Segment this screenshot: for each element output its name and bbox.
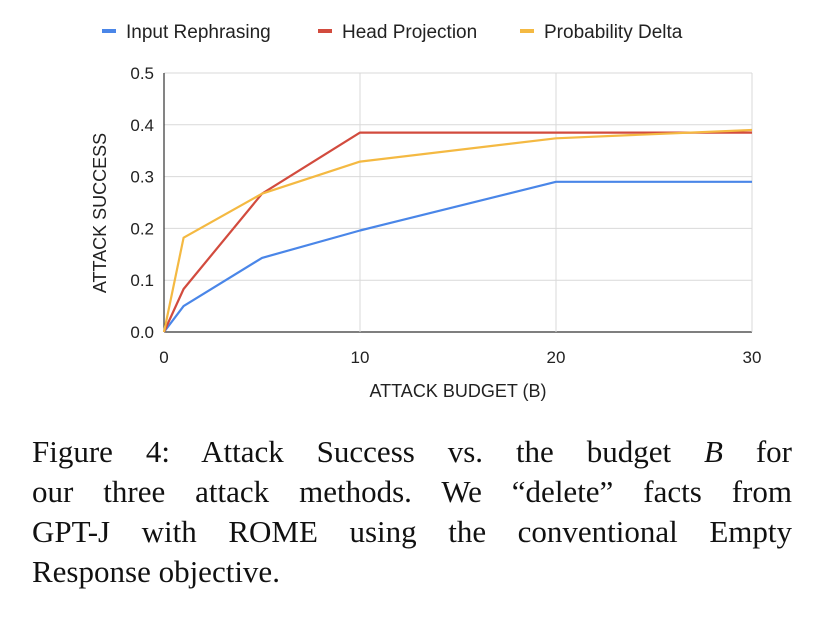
y-tick-label: 0.1	[130, 271, 154, 290]
x-tick-label: 0	[159, 348, 168, 367]
x-tick-label: 30	[743, 348, 762, 367]
caption-line-4: Response objective.	[32, 554, 280, 589]
axes: 0.0 0.1 0.2 0.3 0.4 0.5 0 10 20 30	[130, 64, 761, 367]
legend: Input Rephrasing Head Projection Probabili…	[102, 22, 683, 43]
caption-text: for	[722, 434, 792, 469]
y-tick-label: 0.4	[130, 116, 154, 135]
series-line-1	[163, 180, 752, 333]
legend-label: Probability Delta	[544, 22, 683, 43]
y-tick-label: 0.3	[130, 168, 154, 187]
y-tick-label: 0.5	[130, 64, 154, 83]
x-tick-label: 20	[547, 348, 566, 367]
gridlines	[163, 72, 753, 333]
x-tick-label: 10	[351, 348, 370, 367]
line-chart: 0.0 0.1 0.2 0.3 0.4 0.5 0 10 20 30 Input Rephrasi…	[90, 22, 761, 401]
y-axis-label: ATTACK SUCCESS	[90, 133, 110, 293]
caption-line-1: Figure 4: Attack Success vs. the budget …	[32, 432, 792, 472]
series-line-3	[162, 128, 753, 333]
caption-variable: B	[704, 434, 723, 469]
legend-label: Head Projection	[342, 22, 477, 43]
series-lines	[162, 128, 753, 333]
series-line-2	[162, 131, 752, 333]
x-axis-label: ATTACK BUDGET (B)	[369, 381, 546, 401]
caption-line-2: our three attack methods. We “delete” fa…	[32, 474, 792, 509]
y-tick-label: 0.2	[130, 219, 154, 238]
caption-line-3: GPT-J with ROME using the conventional E…	[32, 514, 792, 549]
figure-caption: Figure 4: Attack Success vs. the budget …	[32, 432, 792, 592]
legend-label: Input Rephrasing	[126, 22, 271, 43]
caption-text: Figure 4: Attack Success vs. the budget	[32, 434, 704, 469]
y-tick-label: 0.0	[130, 323, 154, 342]
